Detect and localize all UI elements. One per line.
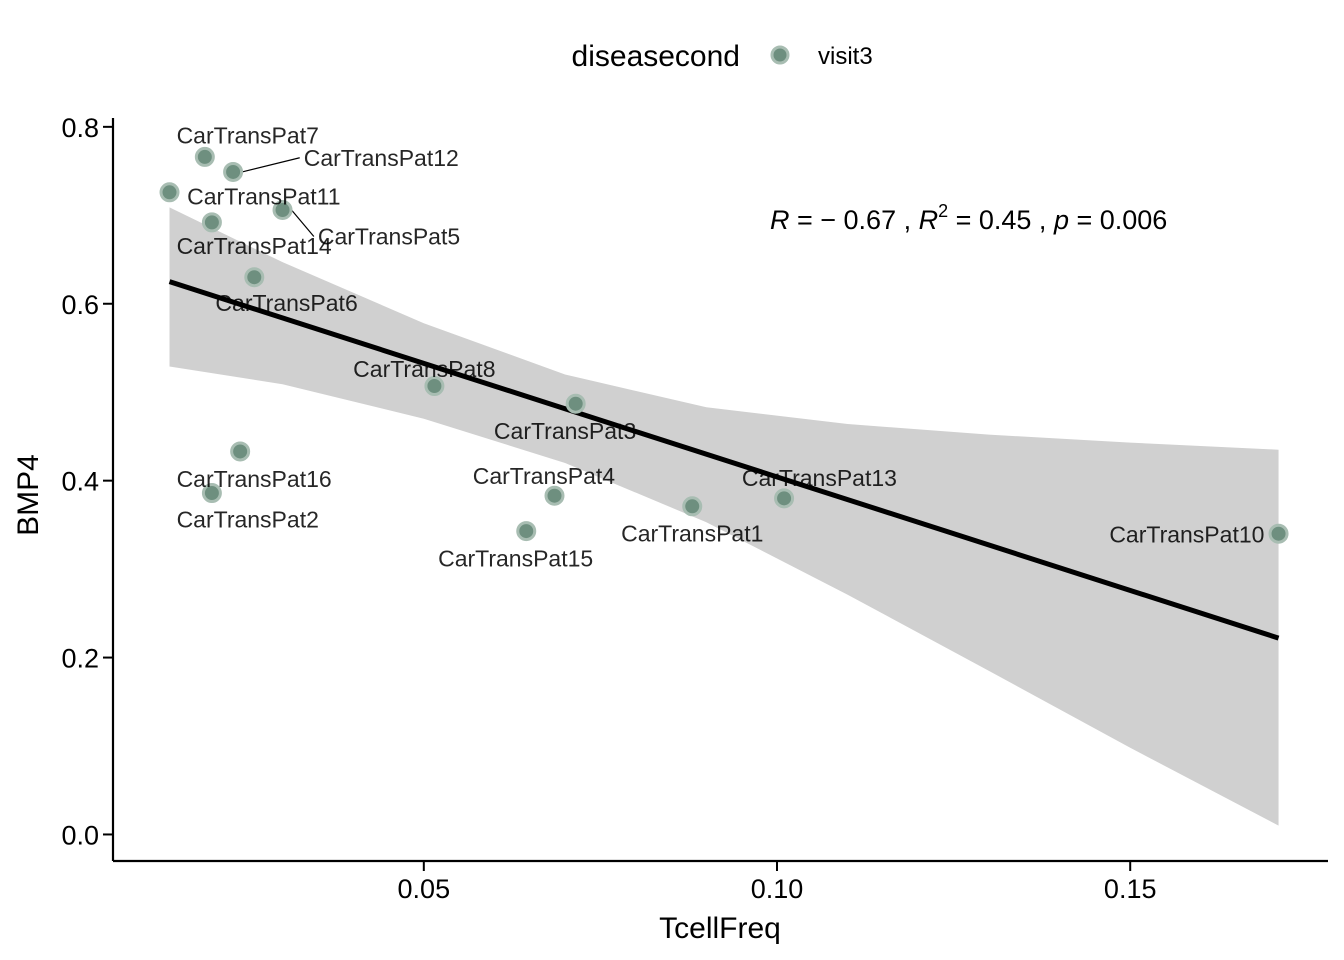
y-tick-label: 0.0 [61, 820, 99, 850]
data-point [244, 267, 265, 288]
data-point [159, 182, 180, 203]
y-axis-title: BMP4 [12, 454, 45, 536]
data-point [682, 496, 703, 517]
point-label: CarTransPat13 [742, 465, 897, 491]
legend: diseasecond visit3 [572, 40, 873, 73]
point-label: CarTransPat2 [177, 507, 319, 533]
point-label: CarTransPat10 [1109, 522, 1264, 548]
data-point [194, 146, 215, 167]
p-symbol: p [1053, 205, 1069, 235]
legend-marker-visit3 [770, 45, 790, 65]
x-tick-label: 0.10 [751, 874, 804, 904]
data-point [1268, 523, 1289, 544]
r-value: = − 0.67 , [790, 205, 919, 235]
r2-value: = 0.45 , [948, 205, 1054, 235]
point-label: CarTransPat11 [187, 184, 340, 210]
r-symbol: R [770, 205, 790, 235]
data-point [201, 483, 222, 504]
data-point [516, 521, 537, 542]
point-label: CarTransPat1 [621, 521, 763, 547]
data-point [230, 441, 251, 462]
y-tick-label: 0.4 [61, 467, 99, 497]
data-point [774, 488, 795, 509]
point-label: CarTransPat12 [304, 145, 459, 171]
leader-line [291, 209, 315, 237]
x-tick-label: 0.15 [1104, 874, 1157, 904]
point-label: CarTransPat7 [177, 123, 319, 149]
x-ticks: 0.05 0.10 0.15 [398, 861, 1157, 904]
y-tick-label: 0.6 [61, 290, 99, 320]
x-tick-label: 0.05 [398, 874, 451, 904]
y-tick-label: 0.2 [61, 644, 99, 674]
x-axis-title: TcellFreq [659, 912, 781, 945]
p-value: = 0.006 [1069, 205, 1167, 235]
point-label: CarTransPat15 [438, 545, 593, 571]
point-label: CarTransPat16 [177, 466, 332, 492]
correlation-annotation: R = − 0.67 , R2 = 0.45 , p = 0.006 [770, 201, 1167, 235]
legend-title: diseasecond [572, 40, 740, 73]
point-label: CarTransPat14 [177, 233, 332, 259]
data-point [565, 393, 586, 414]
point-label: CarTransPat8 [353, 356, 495, 382]
r2-symbol: R [919, 205, 939, 235]
regression-line [168, 279, 1280, 641]
leader-line-layer [241, 157, 315, 237]
confidence-band [169, 207, 1279, 826]
y-tick-label: 0.8 [61, 113, 99, 143]
point-label: CarTransPat4 [473, 463, 616, 489]
point-label: CarTransPat3 [494, 418, 636, 444]
leader-line [241, 157, 300, 173]
legend-label-visit3: visit3 [818, 43, 873, 70]
data-point [272, 199, 293, 220]
data-point [201, 212, 222, 233]
point-layer [159, 146, 1289, 544]
regression-line-layer [168, 279, 1280, 641]
data-point [424, 376, 445, 397]
data-point [544, 485, 565, 506]
y-ticks: 0.0 0.2 0.4 0.6 0.8 [61, 113, 113, 850]
data-point [223, 161, 244, 182]
r2-superscript: 2 [938, 201, 948, 221]
point-label-layer: CarTransPat7CarTransPat12CarTransPat11Ca… [177, 123, 1265, 572]
point-label: CarTransPat5 [318, 223, 460, 249]
point-label: CarTransPat6 [215, 290, 357, 316]
confidence-band-layer [169, 207, 1279, 826]
